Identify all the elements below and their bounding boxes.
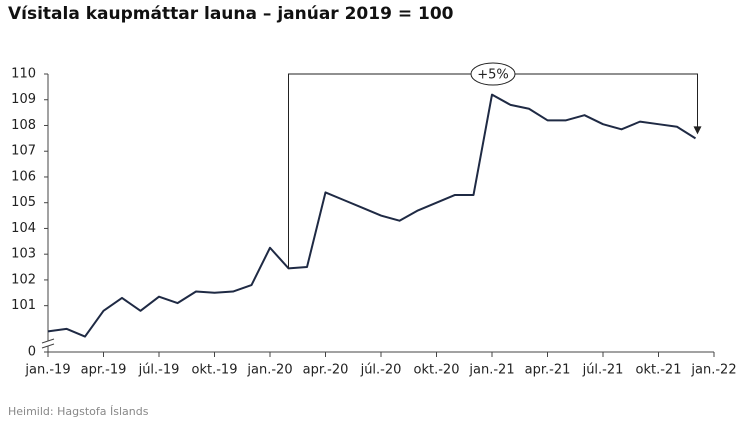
x-tick-label: apr.-20 [303,363,349,378]
y-tick-label: 105 [11,195,36,210]
chart-title: Vísitala kaupmáttar launa – janúar 2019 … [8,4,454,24]
y-tick-label: 104 [11,221,36,236]
x-tick-label: júl.-21 [582,363,624,378]
axis-break-gap [42,341,54,346]
y-tick-label: 110 [11,67,36,82]
x-tick-label: apr.-21 [525,363,571,378]
y-tick-label: 101 [11,298,36,313]
source: Heimild: Hagstofa Íslands [8,405,149,418]
x-tick-label: jan.-19 [24,363,70,378]
x-tick-label: jan.-21 [468,363,514,378]
axis-break [41,343,55,349]
x-tick-label: jan.-22 [690,363,736,378]
line-series [47,93,697,338]
annotation-label: +5% [477,68,509,83]
y-tick-label: 109 [11,92,36,107]
x-tick-label: okt.-20 [414,363,460,378]
x-tick-label: apr.-19 [81,363,127,378]
x-tick-label: okt.-21 [636,363,682,378]
y-tick-label: 0 [28,345,36,360]
annotation-arrow [693,126,702,135]
x-tick-label: jan.-20 [246,363,292,378]
y-tick-label: 102 [11,272,36,287]
annotation-bracket [288,73,698,269]
annotation-badge [470,62,516,86]
y-tick-label: 107 [11,144,36,159]
x-tick-label: júl.-20 [360,363,402,378]
axis-break [41,338,55,344]
y-tick-label: 106 [11,169,36,184]
y-tick-label: 103 [11,247,36,262]
x-tick-label: júl.-19 [138,363,180,378]
y-tick-label: 108 [11,118,36,133]
x-tick-label: okt.-19 [192,363,238,378]
